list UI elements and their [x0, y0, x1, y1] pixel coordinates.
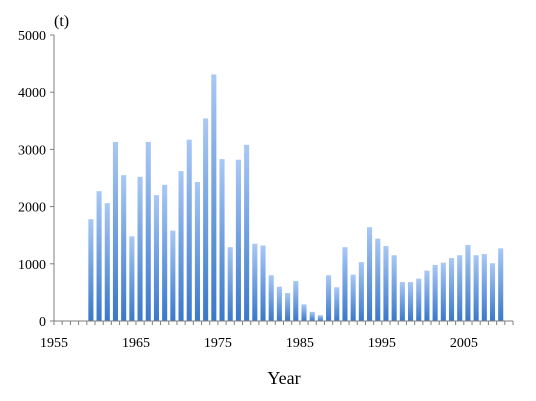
y-ticks-group: 0 1000 2000 3000 4000 5000 [18, 29, 54, 330]
bar-2009 [498, 248, 504, 321]
bar-1998 [408, 282, 414, 321]
bar-1967 [153, 195, 159, 321]
bar-1975 [219, 159, 225, 321]
bar-1965 [137, 176, 143, 321]
bar-1973 [203, 118, 209, 321]
x-tick-label: 1965 [122, 336, 150, 351]
bar-1978 [244, 144, 250, 321]
x-tick-label: 1985 [286, 336, 314, 351]
y-tick-label: 2000 [18, 201, 46, 216]
bar-1984 [293, 280, 299, 321]
y-tick-label: 0 [39, 315, 46, 330]
bar-1995 [383, 246, 389, 321]
bar-1979 [252, 243, 258, 321]
bar-1963 [121, 175, 127, 321]
bars-group [88, 74, 504, 321]
bar-1969 [170, 230, 176, 321]
bar-1981 [268, 275, 274, 321]
bar-1985 [301, 304, 307, 321]
bar-2008 [489, 263, 496, 321]
bar-2002 [440, 262, 446, 321]
bar-1961 [104, 203, 110, 321]
bar-1996 [391, 255, 397, 321]
bar-1986 [309, 311, 315, 321]
bar-1980 [260, 245, 266, 321]
bar-1999 [416, 278, 422, 321]
x-tick-label: 1995 [368, 336, 396, 351]
x-tick-label: 2005 [450, 336, 478, 351]
y-axis-unit-label: (t) [54, 13, 69, 30]
bar-1964 [129, 236, 135, 321]
bar-2000 [424, 270, 430, 321]
bar-2004 [457, 255, 463, 321]
bar-1977 [235, 159, 241, 321]
bar-1966 [145, 141, 151, 321]
x-tick-label: 1955 [40, 336, 68, 351]
bar-1991 [350, 274, 356, 321]
bar-1992 [358, 262, 364, 321]
y-tick-label: 3000 [18, 143, 46, 158]
bar-2003 [448, 258, 455, 321]
bar-1971 [186, 139, 192, 321]
bar-1994 [375, 238, 381, 321]
y-tick-label: 5000 [18, 29, 46, 44]
bar-1997 [399, 282, 405, 321]
bar-1972 [194, 182, 200, 321]
x-axis-title: Year [267, 368, 300, 388]
bar-1983 [285, 292, 291, 321]
bar-1970 [178, 171, 184, 321]
bar-1993 [367, 227, 373, 321]
bar-1959 [88, 219, 94, 321]
bar-1987 [317, 315, 323, 321]
bar-1988 [326, 275, 332, 321]
bar-1968 [162, 184, 168, 321]
y-tick-label: 4000 [18, 86, 46, 101]
bar-1976 [227, 247, 233, 321]
bar-1962 [112, 141, 119, 321]
bar-2006 [473, 255, 479, 321]
bar-1982 [276, 286, 282, 321]
x-ticks-group: 1955 1965 1975 1985 1995 2005 [40, 321, 514, 351]
y-tick-label: 1000 [18, 258, 46, 273]
bar-1989 [334, 287, 340, 321]
bar-2005 [465, 244, 471, 321]
bar-1990 [342, 247, 348, 321]
bar-2001 [432, 264, 438, 321]
bar-2007 [481, 254, 487, 321]
bar-1960 [96, 191, 102, 321]
x-tick-label: 1975 [204, 336, 232, 351]
bar-1974 [211, 74, 217, 321]
